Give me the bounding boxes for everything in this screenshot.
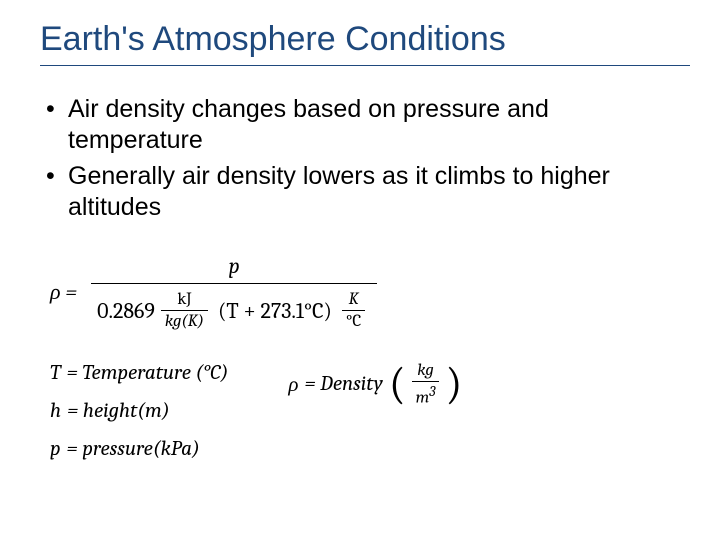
def-rho-label: = Density: [305, 372, 383, 396]
def-T-sym: T: [50, 361, 61, 385]
def-rho-sym: ρ: [288, 372, 298, 397]
eq-unit1-num: kJ: [173, 290, 195, 310]
def-rho-unit-frac: kg m3: [412, 361, 440, 408]
bullet-item: Generally air density lowers as it climb…: [40, 161, 690, 224]
definitions: T = Temperature (°C) h = height(m) p = p…: [50, 361, 690, 461]
def-height: h = height(m): [50, 399, 228, 423]
bullet-item: Air density changes based on pressure an…: [40, 94, 690, 157]
eq-unit2: K °C: [342, 290, 365, 331]
formula-block: ρ = p 0.2869 kJ kg(K) (T + 273.1°C) K °C: [50, 253, 690, 461]
def-rho-unit-num: kg: [413, 361, 437, 381]
def-p-sym: p: [50, 437, 61, 461]
def-col-left: T = Temperature (°C) h = height(m) p = p…: [50, 361, 228, 461]
eq-const: 0.2869: [97, 298, 155, 324]
def-p-label: = pressure(kPa): [67, 437, 200, 461]
def-rho-unit: ( kg m3 ): [389, 361, 462, 408]
def-col-right: ρ = Density ( kg m3 ): [288, 361, 462, 461]
slide-title: Earth's Atmosphere Conditions: [40, 20, 690, 66]
bullet-list: Air density changes based on pressure an…: [40, 94, 690, 223]
slide-container: Earth's Atmosphere Conditions Air densit…: [0, 0, 720, 540]
density-equation: ρ = p 0.2869 kJ kg(K) (T + 273.1°C) K °C: [50, 253, 690, 331]
def-rho-unit-den: m3: [412, 381, 440, 408]
def-h-sym: h: [50, 399, 61, 423]
eq-lhs: ρ =: [50, 279, 77, 305]
main-fraction: p 0.2869 kJ kg(K) (T + 273.1°C) K °C: [91, 253, 377, 331]
eq-denominator: 0.2869 kJ kg(K) (T + 273.1°C) K °C: [91, 283, 377, 331]
def-T-label: = Temperature (°C): [67, 361, 229, 385]
eq-temp-expr: (T + 273.1°C): [218, 298, 332, 324]
eq-unit2-num: K: [345, 290, 363, 310]
def-h-label: = height(m): [67, 399, 170, 423]
eq-numerator: p: [221, 253, 248, 283]
def-pressure: p = pressure(kPa): [50, 437, 228, 461]
eq-unit2-den: °C: [342, 310, 365, 331]
eq-unit1-den: kg(K): [161, 310, 208, 331]
def-temperature: T = Temperature (°C): [50, 361, 228, 385]
paren-right: ): [445, 362, 462, 406]
paren-left: (: [389, 362, 406, 406]
def-density: ρ = Density ( kg m3 ): [288, 361, 462, 408]
eq-unit1: kJ kg(K): [161, 290, 208, 331]
